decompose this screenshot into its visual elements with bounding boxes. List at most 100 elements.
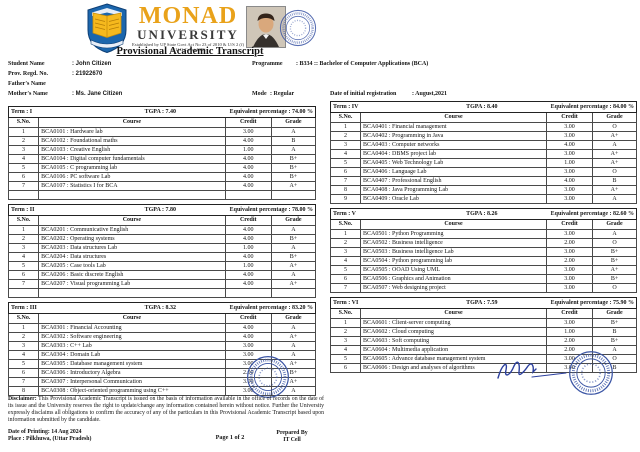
column-header: Course [360, 308, 547, 319]
table-row: 2 BCA0502 : Business intelligence 2.00 O [330, 238, 638, 248]
mother-name-value: : Ms. Jane Citizen [72, 91, 123, 97]
signature [497, 361, 567, 379]
round-stamp-icon [247, 356, 289, 398]
column-header: Course [38, 117, 226, 128]
equivalent-percentage: Equivalent percentage : 84.00 % [550, 104, 635, 110]
table-row: 2 BCA0102 : Foundational maths 4.00 B [7, 136, 317, 146]
mode-label: Mode [252, 91, 267, 97]
table-row: 4 BCA0204 : Data structures 4.00 B+ [7, 252, 317, 262]
table-row: 6 BCA0406 : Language Lab 3.00 O [330, 167, 638, 177]
mother-name-label: Mother's Name [8, 91, 48, 97]
tgpa-value: TGPA : 7.59 [466, 300, 498, 306]
table-row: 4 BCA0504 : Python programming lab 2.00 B+ [330, 256, 638, 266]
terms-column-left: Term : I TGPA : 7.40 Equivalent percenta… [7, 106, 317, 400]
empty-row [7, 288, 317, 298]
table-row: 1 BCA0501 : Python Programming 3.00 A [330, 229, 638, 239]
term-header-row: Term : IV TGPA : 8.40 Equivalent percent… [329, 101, 638, 113]
university-logo-icon [87, 3, 127, 53]
column-header: Grade [270, 117, 317, 128]
table-row: 1 BCA0401 : Financial management 3.00 O [330, 122, 638, 132]
column-header: Credit [224, 313, 272, 324]
table-row: 1 BCA0601 : Client-server computing 3.00 B+ [330, 318, 638, 328]
prepared-by-value: IT Cell [283, 437, 301, 443]
registration-date-label: Date of initial registration [330, 91, 397, 97]
term-label: Term : III [11, 305, 37, 311]
place: Place : Pilkhuwa, (Uttar Pradesh) [8, 436, 92, 442]
column-header: Grade [270, 313, 317, 324]
table-row: 4 BCA0404 : DBMS project lab 3.00 A+ [330, 149, 638, 159]
mode-value: : Regular [270, 91, 295, 97]
terms-column-right: Term : IV TGPA : 8.40 Equivalent percent… [329, 101, 638, 377]
regd-no-label: Prov. Regd. No. [8, 71, 49, 77]
programme-label: Programme [252, 61, 283, 67]
prepared-by-label: Prepared By [276, 430, 308, 436]
table-row: 5 BCA0405 : Web Technology Lab 1.00 A+ [330, 158, 638, 168]
student-name-value: : John Citizen [72, 61, 112, 67]
table-row: 5 BCA0205 : Case tools Lab 1.00 A+ [7, 261, 317, 271]
registration-date-value: : August,2021 [412, 91, 448, 97]
column-header: Credit [546, 308, 593, 319]
column-header-row: S.No. Course Credit Grade [330, 112, 638, 123]
table-row: 7 BCA0207 : Visual programming Lab 4.00 A+ [7, 279, 317, 289]
equivalent-percentage: Equivalent percentage : 83.20 % [229, 305, 313, 311]
column-header-row: S.No. Course Credit Grade [7, 117, 317, 128]
table-row: 1 BCA0101 : Hardware lab 3.00 A [7, 127, 317, 137]
tgpa-value: TGPA : 8.32 [144, 305, 176, 311]
column-header-row: S.No. Course Credit Grade [7, 313, 317, 324]
table-row: 5 BCA0505 : OOAD Using UML 3.00 A+ [330, 265, 638, 275]
programme-value: : B334 :: Bachelor of Computer Applicati… [296, 61, 429, 67]
table-row: 8 BCA0408 : Java Programming Lab 3.00 A+ [330, 185, 638, 195]
university-name-line2: UNIVERSITY [137, 27, 239, 42]
table-row: 3 BCA0403 : Computer networks 4.00 A [330, 140, 638, 150]
student-photo [246, 6, 286, 48]
term-table: Term : III TGPA : 8.32 Equivalent percen… [7, 302, 317, 396]
term-label: Term : I [11, 109, 33, 115]
term-table: Term : II TGPA : 7.80 Equivalent percent… [7, 204, 317, 298]
column-header: Credit [546, 219, 593, 230]
regd-no-value: : 21922670 [72, 71, 103, 77]
table-row: 6 BCA0106 : PC software Lab 4.00 B+ [7, 172, 317, 182]
column-header: Course [360, 112, 547, 123]
table-row: 3 BCA0303 : C++ Lab 3.00 A [7, 341, 317, 351]
equivalent-percentage: Equivalent percentage : 78.00 % [229, 207, 313, 213]
table-row: 3 BCA0503 : Business intelligence Lab 3.00… [330, 247, 638, 257]
tgpa-value: TGPA : 7.40 [144, 109, 176, 115]
date-of-printing: Date of Printing: 14 Aug 2024 [8, 429, 82, 435]
tgpa-value: TGPA : 8.40 [466, 104, 498, 110]
table-row: 6 BCA0206 : Basic discrete English 4.00 A [7, 270, 317, 280]
column-header: S.No. [330, 219, 361, 230]
column-header: S.No. [330, 112, 361, 123]
column-header: Grade [591, 219, 638, 230]
round-stamp-icon [279, 9, 317, 47]
column-header-row: S.No. Course Credit Grade [330, 308, 638, 319]
term-table: Term : IV TGPA : 8.40 Equivalent percent… [329, 101, 638, 204]
table-row: 2 BCA0402 : Programming in Java 3.00 A+ [330, 131, 638, 141]
table-row: 7 BCA0407 : Professional English 4.00 B [330, 176, 638, 186]
footer-print-info: Date of Printing: 14 Aug 2024 Place : Pi… [8, 429, 91, 443]
table-row: 8 BCA0308 : Object-oriented programming u… [7, 386, 317, 396]
term-label: Term : VI [333, 300, 359, 306]
table-row: 2 BCA0202 : Operating systems 4.00 B+ [7, 234, 317, 244]
table-row: 3 BCA0203 : Data structures Lab 1.00 A [7, 243, 317, 253]
university-established-text: Established by UP State Govt Act No 23 o… [132, 42, 244, 52]
table-row: 1 BCA0201 : Communicative English 4.00 A [7, 225, 317, 235]
term-table: Term : I TGPA : 7.40 Equivalent percenta… [7, 106, 317, 200]
table-row: 4 BCA0104 : Digital computer fundamentals… [7, 154, 317, 164]
column-header: Course [360, 219, 547, 230]
empty-row [7, 190, 317, 200]
university-name-line1: MONAD [138, 3, 238, 29]
page-title: Provisional Academic Transcript [116, 46, 264, 57]
column-header: S.No. [7, 313, 40, 324]
column-header: Course [38, 215, 226, 226]
table-row: 2 BCA0302 : Software engineering 4.00 A+ [7, 332, 317, 342]
column-header: Credit [224, 117, 272, 128]
column-header: Credit [224, 215, 272, 226]
table-row: 9 BCA0409 : Oracle Lab 3.00 A [330, 194, 638, 204]
column-header: S.No. [7, 215, 40, 226]
prepared-by: Prepared By IT Cell [262, 430, 322, 444]
column-header-row: S.No. Course Credit Grade [7, 215, 317, 226]
term-label: Term : II [11, 207, 35, 213]
table-row: 5 BCA0105 : C programming lab 4.00 B+ [7, 163, 317, 173]
term-label: Term : V [333, 211, 356, 217]
